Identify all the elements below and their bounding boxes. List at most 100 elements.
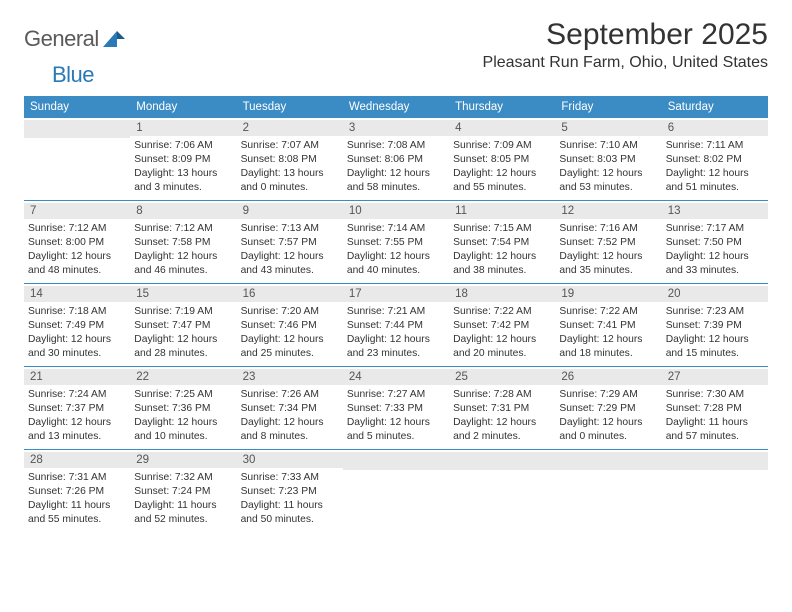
day-cell: 26Sunrise: 7:29 AMSunset: 7:29 PMDayligh… [555,367,661,449]
day-header-cell: Monday [130,96,236,118]
day-cell: 28 Sunrise: 7:31 AMSunset: 7:26 PMDayligh… [24,450,130,532]
logo-text-general: General [24,26,99,52]
calendar-page: General September 2025 Pleasant Run Farm… [0,0,792,550]
sunset-text: Sunset: 7:41 PM [559,319,657,333]
date-number: 1 [130,120,236,136]
daylight-text: Daylight: 12 hours and 53 minutes. [559,167,657,195]
date-number: 10 [343,203,449,219]
date-number: 25 [449,369,555,385]
day-cell [555,450,661,532]
day-cell: 10Sunrise: 7:14 AMSunset: 7:55 PMDayligh… [343,201,449,283]
logo-text-blue: Blue [52,62,94,88]
sunrise-text: Sunrise: 7:18 AM [28,305,126,319]
day-info: Sunrise: 7:25 AMSunset: 7:36 PMDaylight:… [134,388,232,444]
date-number: 16 [237,286,343,302]
date-number: 12 [555,203,661,219]
day-cell: 27Sunrise: 7:30 AMSunset: 7:28 PMDayligh… [662,367,768,449]
date-number: 17 [343,286,449,302]
day-cell: 18 Sunrise: 7:22 AMSunset: 7:42 PMDayligh… [449,284,555,366]
daylight-text: Daylight: 12 hours and 43 minutes. [241,250,339,278]
date-number: 4 [449,120,555,136]
day-info: Sunrise: 7:31 AMSunset: 7:26 PMDaylight:… [28,471,126,527]
daylight-text: Daylight: 12 hours and 48 minutes. [28,250,126,278]
sunset-text: Sunset: 7:34 PM [241,402,339,416]
week-row: 14Sunrise: 7:18 AMSunset: 7:49 PMDayligh… [24,284,768,367]
day-info: Sunrise: 7:22 AMSunset: 7:41 PMDaylight:… [559,305,657,361]
day-info: Sunrise: 7:33 AMSunset: 7:23 PMDaylight:… [241,471,339,527]
daylight-text: Daylight: 12 hours and 18 minutes. [559,333,657,361]
daylight-text: Daylight: 12 hours and 55 minutes. [453,167,551,195]
daylight-text: Daylight: 12 hours and 35 minutes. [559,250,657,278]
sunset-text: Sunset: 7:58 PM [134,236,232,250]
sunset-text: Sunset: 7:44 PM [347,319,445,333]
date-number: 21 [24,369,130,385]
sunrise-text: Sunrise: 7:17 AM [666,222,764,236]
day-info: Sunrise: 7:27 AMSunset: 7:33 PMDaylight:… [347,388,445,444]
sunset-text: Sunset: 8:08 PM [241,153,339,167]
date-number: 28 [24,452,130,468]
date-number: 3 [343,120,449,136]
day-info: Sunrise: 7:29 AMSunset: 7:29 PMDaylight:… [559,388,657,444]
day-cell: 2Sunrise: 7:07 AMSunset: 8:08 PMDaylight… [237,118,343,200]
sunset-text: Sunset: 7:29 PM [559,402,657,416]
date-number: 13 [662,203,768,219]
day-cell: 30Sunrise: 7:33 AMSunset: 7:23 PMDayligh… [237,450,343,532]
sunrise-text: Sunrise: 7:21 AM [347,305,445,319]
day-cell: 3Sunrise: 7:08 AMSunset: 8:06 PMDaylight… [343,118,449,200]
day-cell: 7Sunrise: 7:12 AMSunset: 8:00 PMDaylight… [24,201,130,283]
day-cell: 9 Sunrise: 7:13 AMSunset: 7:57 PMDaylight… [237,201,343,283]
sunset-text: Sunset: 8:02 PM [666,153,764,167]
daylight-text: Daylight: 12 hours and 10 minutes. [134,416,232,444]
day-info: Sunrise: 7:22 AMSunset: 7:42 PMDaylight:… [453,305,551,361]
date-number: 8 [130,203,236,219]
daylight-text: Daylight: 12 hours and 23 minutes. [347,333,445,361]
day-info: Sunrise: 7:15 AMSunset: 7:54 PMDaylight:… [453,222,551,278]
sunrise-text: Sunrise: 7:24 AM [28,388,126,402]
date-number: 6 [662,120,768,136]
date-number: 5 [555,120,661,136]
sunset-text: Sunset: 8:05 PM [453,153,551,167]
logo: General [24,26,127,52]
date-number: 14 [24,286,130,302]
date-number: 22 [130,369,236,385]
day-cell: 14Sunrise: 7:18 AMSunset: 7:49 PMDayligh… [24,284,130,366]
day-cell: 20Sunrise: 7:23 AMSunset: 7:39 PMDayligh… [662,284,768,366]
sunrise-text: Sunrise: 7:10 AM [559,139,657,153]
day-cell: 5Sunrise: 7:10 AMSunset: 8:03 PMDaylight… [555,118,661,200]
date-number: 19 [555,286,661,302]
day-cell: 13Sunrise: 7:17 AMSunset: 7:50 PMDayligh… [662,201,768,283]
daylight-text: Daylight: 12 hours and 30 minutes. [28,333,126,361]
date-number: 15 [130,286,236,302]
daylight-text: Daylight: 11 hours and 52 minutes. [134,499,232,527]
day-header-cell: Saturday [662,96,768,118]
sunrise-text: Sunrise: 7:12 AM [134,222,232,236]
date-number: 18 [449,286,555,302]
sunset-text: Sunset: 7:31 PM [453,402,551,416]
sunset-text: Sunset: 7:24 PM [134,485,232,499]
sunrise-text: Sunrise: 7:26 AM [241,388,339,402]
day-info: Sunrise: 7:13 AMSunset: 7:57 PMDaylight:… [241,222,339,278]
day-info: Sunrise: 7:06 AMSunset: 8:09 PMDaylight:… [134,139,232,195]
sunrise-text: Sunrise: 7:32 AM [134,471,232,485]
day-cell: 15 Sunrise: 7:19 AMSunset: 7:47 PMDayligh… [130,284,236,366]
date-number: 20 [662,286,768,302]
daylight-text: Daylight: 12 hours and 5 minutes. [347,416,445,444]
day-info: Sunrise: 7:28 AMSunset: 7:31 PMDaylight:… [453,388,551,444]
sunrise-text: Sunrise: 7:15 AM [453,222,551,236]
sunset-text: Sunset: 8:09 PM [134,153,232,167]
day-info: Sunrise: 7:11 AMSunset: 8:02 PMDaylight:… [666,139,764,195]
day-cell: 12Sunrise: 7:16 AMSunset: 7:52 PMDayligh… [555,201,661,283]
sunrise-text: Sunrise: 7:13 AM [241,222,339,236]
date-number: 9 [237,203,343,219]
date-number [449,452,555,470]
date-number: 2 [237,120,343,136]
day-info: Sunrise: 7:19 AMSunset: 7:47 PMDaylight:… [134,305,232,361]
daylight-text: Daylight: 12 hours and 2 minutes. [453,416,551,444]
weeks-container: 1 Sunrise: 7:06 AMSunset: 8:09 PMDaylight… [24,118,768,532]
day-cell: 4Sunrise: 7:09 AMSunset: 8:05 PMDaylight… [449,118,555,200]
sunrise-text: Sunrise: 7:20 AM [241,305,339,319]
day-cell: 22 Sunrise: 7:25 AMSunset: 7:36 PMDayligh… [130,367,236,449]
sunrise-text: Sunrise: 7:07 AM [241,139,339,153]
week-row: 7Sunrise: 7:12 AMSunset: 8:00 PMDaylight… [24,201,768,284]
sunset-text: Sunset: 7:33 PM [347,402,445,416]
